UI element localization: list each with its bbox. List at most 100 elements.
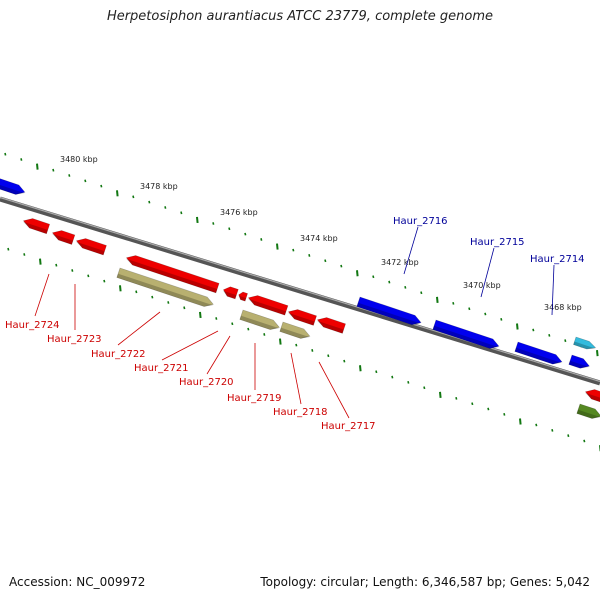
- reverse-gene-arrow: [584, 389, 600, 404]
- gene-label-forward: Haur_2714: [530, 254, 585, 265]
- scale-tick: [519, 418, 522, 425]
- scale-tick: [231, 322, 234, 326]
- scale-tick: [404, 286, 407, 289]
- scale-label: 3476 kbp: [220, 208, 258, 217]
- scale-tick: [71, 269, 74, 272]
- gene-label-forward: Haur_2715: [470, 237, 525, 248]
- scale-tick: [311, 349, 314, 352]
- scale-tick: [23, 253, 26, 256]
- reverse-gene-arrow: [287, 309, 317, 326]
- gene-label-reverse: Haur_2721: [134, 363, 189, 374]
- scale-label: 3472 kbp: [381, 258, 419, 267]
- scale-tick: [292, 248, 295, 252]
- scale-label: 3480 kbp: [60, 155, 98, 164]
- forward-gene-arrow: [568, 354, 590, 369]
- gene-label-reverse: Haur_2719: [227, 393, 282, 404]
- scale-tick: [388, 280, 391, 284]
- scale-tick: [468, 307, 471, 311]
- map-title: Herpetosiphon aurantiacus ATCC 23779, co…: [106, 9, 494, 24]
- gene-label-reverse: Haur_2722: [91, 349, 146, 360]
- scale-tick: [151, 295, 154, 299]
- scale-tick: [100, 184, 103, 188]
- gene-label-reverse: Haur_2724: [5, 320, 60, 331]
- scale-tick: [324, 259, 327, 263]
- scale-tick: [263, 333, 266, 336]
- scale-tick: [199, 311, 202, 319]
- scale-tick: [247, 327, 250, 331]
- scale-tick: [548, 333, 551, 337]
- scale-tick: [84, 179, 87, 183]
- scale-tick: [103, 279, 106, 283]
- gene-label-reverse: Haur_2717: [321, 421, 376, 432]
- scale-tick: [340, 264, 343, 268]
- scale-tick: [135, 290, 138, 294]
- reverse-gene-arrow: [51, 230, 76, 245]
- scale-tick: [7, 247, 10, 251]
- leader-line: [318, 361, 350, 419]
- scale-label: 3470 kbp: [463, 281, 501, 290]
- leader-line: [403, 226, 419, 275]
- scale-tick: [356, 270, 359, 277]
- leader-line: [480, 247, 495, 298]
- scale-tick: [196, 216, 199, 224]
- scale-tick: [596, 350, 599, 357]
- scale-tick: [39, 258, 42, 265]
- scale-tick: [87, 274, 90, 278]
- scale-tick: [535, 423, 538, 427]
- scale-tick: [583, 439, 586, 443]
- scale-tick: [276, 243, 279, 250]
- scale-tick: [532, 328, 535, 332]
- scale-tick: [279, 338, 282, 345]
- scale-tick: [471, 402, 474, 406]
- backbone-track: [0, 196, 600, 386]
- scale-label: 3478 kbp: [140, 182, 178, 191]
- scale-tick: [183, 306, 186, 310]
- forward-gene-arrow: [0, 177, 26, 195]
- accession-text: Accession: NC_009972: [9, 575, 146, 589]
- gene-label-forward: Haur_2716: [393, 216, 448, 227]
- leader-line: [551, 264, 555, 316]
- forward-gene-arrow: [356, 296, 422, 326]
- reverse-gene-arrow: [247, 295, 289, 316]
- leader-line: [34, 273, 50, 317]
- scale-tick: [567, 434, 570, 438]
- backbone-highlight: [0, 196, 600, 383]
- scale-label: 3474 kbp: [300, 234, 338, 243]
- scale-tick: [327, 354, 330, 358]
- scale-tick: [212, 222, 215, 225]
- pseudogene-bar: [279, 321, 311, 339]
- reverse-gene-arrow: [222, 286, 239, 300]
- scale-tick: [55, 263, 58, 267]
- scale-tick: [164, 206, 167, 209]
- pseudogene-bar: [239, 309, 280, 330]
- scale-tick: [244, 232, 247, 236]
- gene-label-reverse: Haur_2720: [179, 377, 234, 388]
- scale-tick: [503, 412, 506, 416]
- scale-tick: [484, 312, 487, 316]
- scale-tick: [343, 359, 346, 363]
- scale-tick: [439, 391, 442, 398]
- reverse-gene-arrow: [75, 238, 107, 256]
- scale-tick: [436, 296, 439, 303]
- scale-tick: [116, 190, 119, 197]
- rna-gene-arrow: [573, 336, 597, 350]
- leader-line: [117, 311, 161, 346]
- scale-tick: [455, 396, 458, 400]
- scale-tick: [359, 365, 362, 372]
- scale-tick: [516, 323, 519, 330]
- scale-tick: [36, 163, 39, 170]
- scale-tick: [551, 428, 554, 432]
- scale-tick: [180, 211, 183, 215]
- scale-tick: [167, 301, 170, 304]
- scale-tick: [20, 158, 23, 161]
- scale-tick: [372, 275, 375, 279]
- reverse-gene-arrow: [125, 255, 220, 294]
- scale-tick: [500, 317, 503, 321]
- scale-tick: [132, 195, 135, 199]
- scale-tick: [4, 152, 7, 156]
- leader-line: [161, 330, 219, 361]
- reverse-gene-arrow: [22, 218, 51, 235]
- leader-line: [290, 352, 302, 405]
- scale-tick: [119, 285, 122, 292]
- other-gene-bar: [576, 403, 600, 419]
